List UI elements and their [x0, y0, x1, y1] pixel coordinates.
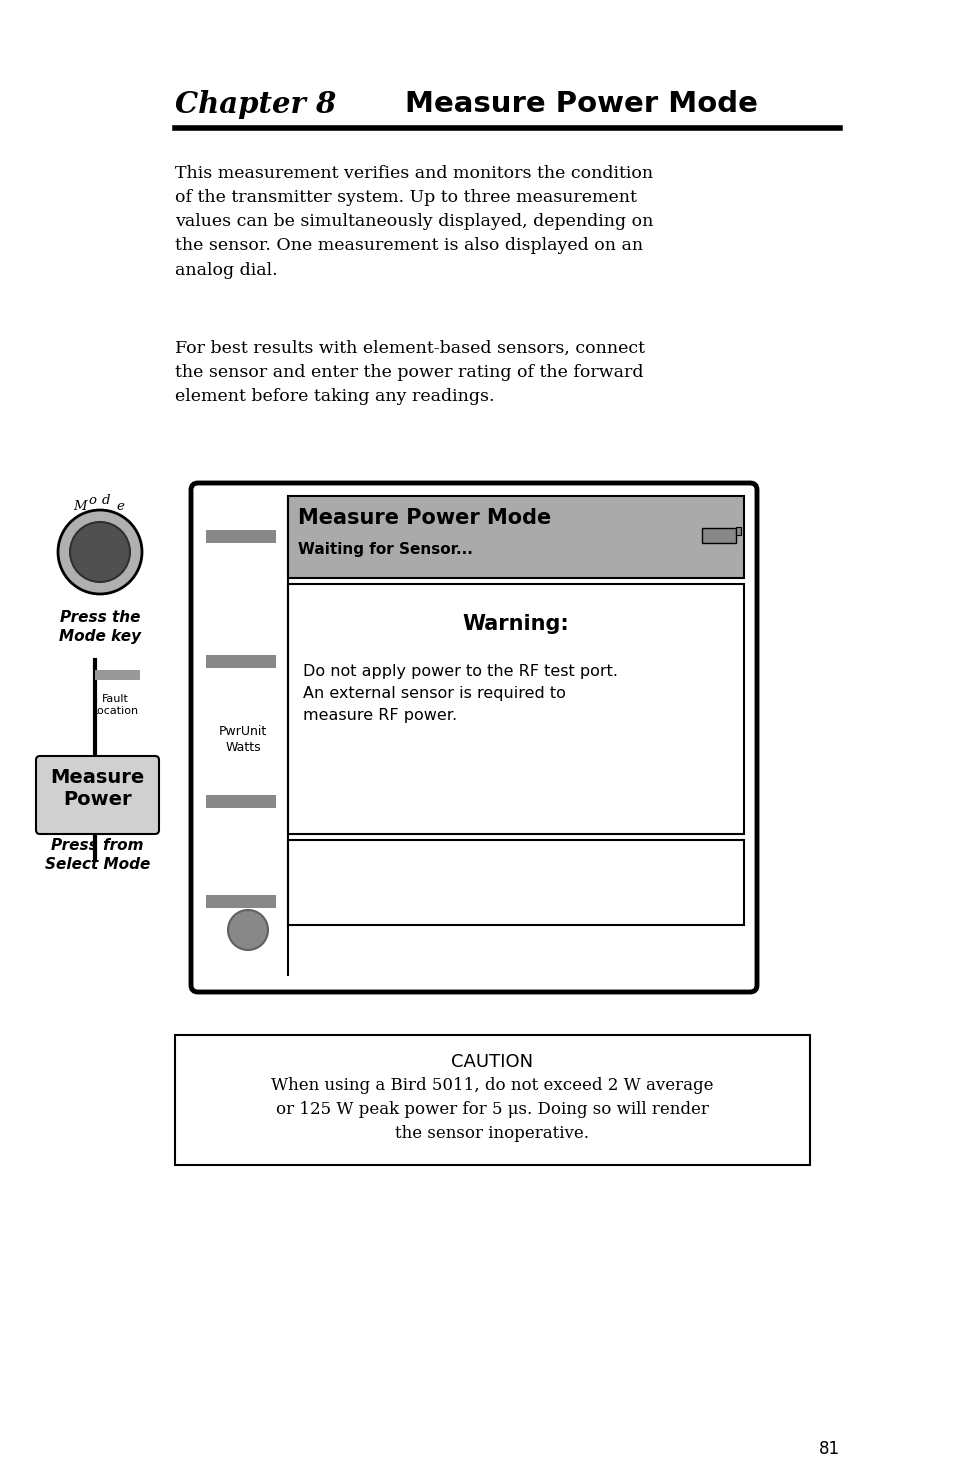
- Text: This measurement verifies and monitors the condition
of the transmitter system. : This measurement verifies and monitors t…: [174, 165, 653, 279]
- Text: CAUTION: CAUTION: [451, 1053, 533, 1071]
- Text: Press the
Mode key: Press the Mode key: [59, 611, 141, 643]
- Bar: [288, 496, 743, 578]
- Bar: [288, 839, 743, 925]
- Bar: [95, 670, 140, 680]
- Bar: [735, 527, 740, 535]
- Bar: [701, 528, 735, 543]
- Bar: [174, 1035, 809, 1165]
- Text: Measure Power Mode: Measure Power Mode: [405, 90, 757, 118]
- Text: e: e: [116, 500, 124, 512]
- Text: Do not apply power to the RF test port.
An external sensor is required to
measur: Do not apply power to the RF test port. …: [303, 664, 618, 723]
- Text: o: o: [88, 494, 96, 506]
- Text: 81: 81: [818, 1440, 840, 1457]
- Text: Warning:: Warning:: [462, 614, 569, 634]
- FancyBboxPatch shape: [191, 482, 757, 993]
- Circle shape: [58, 510, 142, 594]
- Bar: [206, 795, 275, 808]
- Circle shape: [70, 522, 130, 583]
- Text: Press from
Select Mode: Press from Select Mode: [45, 838, 150, 872]
- Text: M: M: [73, 500, 87, 512]
- Text: PwrUnit
Watts: PwrUnit Watts: [218, 726, 267, 754]
- Text: Waiting for Sensor...: Waiting for Sensor...: [297, 541, 473, 558]
- Circle shape: [228, 910, 268, 950]
- Text: Fault
Location: Fault Location: [91, 695, 138, 715]
- Bar: [288, 584, 743, 833]
- Text: Chapter 8: Chapter 8: [174, 90, 335, 119]
- Text: For best results with element-based sensors, connect
the sensor and enter the po: For best results with element-based sens…: [174, 341, 644, 406]
- Text: Measure Power Mode: Measure Power Mode: [297, 507, 551, 528]
- Bar: [206, 655, 275, 668]
- Bar: [206, 530, 275, 543]
- FancyBboxPatch shape: [36, 757, 159, 833]
- Text: When using a Bird 5011, do not exceed 2 W average
or 125 W peak power for 5 μs. : When using a Bird 5011, do not exceed 2 …: [271, 1077, 713, 1142]
- Text: Measure
Power: Measure Power: [51, 768, 145, 808]
- Bar: [206, 895, 275, 909]
- Text: d: d: [102, 494, 111, 506]
